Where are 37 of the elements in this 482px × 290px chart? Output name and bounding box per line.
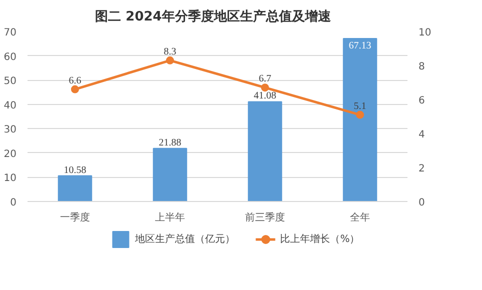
point (261, 84, 269, 92)
y-tick-label: 70 (4, 28, 17, 38)
data-label: 6.7 (258, 74, 272, 85)
x-tick-label: 上半年 (155, 212, 185, 224)
y2-tick-label: 8 (418, 62, 425, 72)
y-tick-label: 40 (4, 100, 17, 112)
point (356, 110, 364, 119)
y2-tick-label: 10 (418, 28, 432, 38)
y-tick-label: 0 (10, 198, 17, 208)
bar (248, 101, 282, 202)
bar (58, 175, 92, 202)
x-tick-label: 一季度 (60, 212, 90, 224)
y-tick-label: 30 (4, 124, 17, 136)
legend-label: 地区生产总值（亿元） (135, 232, 236, 246)
x-tick-label: 全年 (350, 212, 370, 224)
y2-tick-label: 2 (418, 164, 425, 174)
data-label: 8.3 (164, 46, 176, 58)
x-tick-label: 前三季度 (245, 212, 285, 224)
point (71, 85, 79, 94)
y-tick-label: 10 (4, 173, 17, 184)
y2-tick-label: 4 (418, 130, 425, 140)
y-tick-label: 50 (4, 76, 17, 88)
y-tick-label: 20 (4, 148, 17, 160)
data-label: 67.13 (348, 40, 372, 52)
data-label: 6.6 (68, 75, 82, 86)
data-label: 5.1 (354, 100, 366, 112)
point (166, 56, 174, 64)
y-tick-label: 60 (4, 52, 17, 63)
y2-tick-label: 0 (418, 198, 425, 208)
bar (152, 148, 188, 202)
legend-label: 比上年增长（%） (280, 232, 360, 246)
chart-title: 图二 2024年分季度地区生产总值及增速 (95, 8, 332, 24)
data-label: 21.88 (158, 137, 182, 148)
bar (342, 38, 378, 202)
data-label: 41.08 (254, 90, 276, 102)
data-label: 10.58 (64, 164, 86, 176)
y2-tick-label: 6 (418, 96, 425, 106)
